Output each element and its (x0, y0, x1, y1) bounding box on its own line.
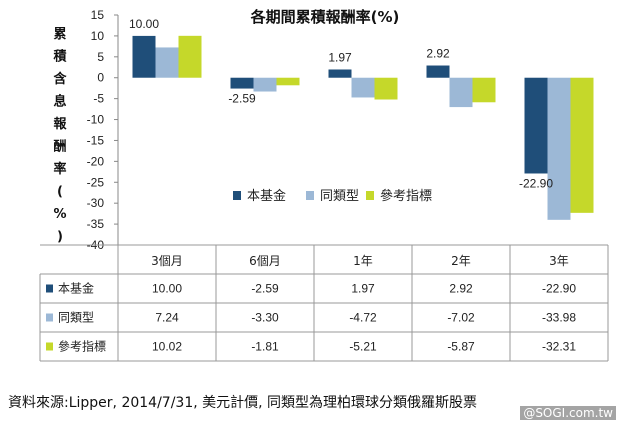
table-cell: -5.21 (349, 340, 377, 354)
table-cell: -2.59 (251, 282, 279, 296)
data-label: -2.59 (228, 92, 256, 106)
y-axis-label-char: 積 (52, 49, 67, 65)
y-tick-label: -15 (87, 133, 105, 147)
data-labels: 10.00 -2.59 1.97 2.92 -22.90 (129, 17, 553, 191)
y-axis-label-char: ( (57, 185, 63, 200)
table-row-swatch (46, 284, 53, 293)
y-axis-label-char: % (53, 207, 66, 222)
y-axis-label-char: 報 (53, 116, 67, 132)
table-cell: -3.30 (251, 311, 279, 325)
chart-title: 各期間累積報酬率(%) (250, 8, 400, 26)
y-axis-label-char: 含 (52, 71, 67, 87)
data-label: 10.00 (129, 17, 159, 31)
source-note: 資料來源:Lipper, 2014/7/31, 美元計價, 同類型為理柏環球分類… (8, 395, 478, 411)
y-tick-label: 15 (91, 8, 105, 22)
bar (449, 77, 473, 108)
table-cell: 10.02 (152, 340, 182, 354)
y-tick-label: 5 (97, 50, 104, 64)
legend-label: 參考指標 (380, 189, 432, 204)
category-label: 3個月 (151, 254, 183, 268)
watermark: @SOGI.com.tw (520, 406, 616, 420)
bars (132, 35, 594, 220)
bar (178, 35, 202, 78)
y-tick-label: -25 (87, 175, 105, 189)
y-axis-label-char: 率 (53, 161, 66, 177)
legend-swatch (366, 191, 374, 200)
y-tick-label: 0 (97, 71, 104, 85)
y-tick-label: 10 (91, 29, 105, 43)
bar (472, 77, 496, 103)
data-label: -22.90 (519, 176, 553, 190)
y-tick-label: -30 (87, 196, 105, 210)
y-axis-label-char: 息 (53, 94, 66, 110)
bar (328, 69, 352, 78)
data-label: 2.92 (426, 47, 450, 61)
table-cell: -33.98 (542, 311, 576, 325)
table-cell: -22.90 (542, 282, 576, 296)
table-row-swatch (46, 342, 53, 351)
bar (524, 77, 548, 174)
table-cell: 2.92 (449, 282, 473, 296)
bar (351, 77, 375, 98)
y-axis-label-char: 酬 (53, 140, 66, 155)
legend-label: 同類型 (320, 189, 359, 204)
table-cell: 1.97 (351, 282, 375, 296)
table-row-label: 參考指標 (58, 339, 106, 354)
table-row-swatch (46, 313, 53, 322)
table-cell: -5.87 (447, 340, 475, 354)
category-label: 3年 (549, 254, 569, 268)
table-cell: -4.72 (349, 311, 377, 325)
legend-label: 本基金 (247, 188, 286, 204)
bar (230, 77, 254, 89)
table-cell: 10.00 (152, 282, 182, 296)
table-cell: -7.02 (447, 311, 475, 325)
category-label: 2年 (451, 254, 471, 268)
data-label: 1.97 (328, 50, 352, 64)
table-row-label: 本基金 (58, 281, 94, 296)
y-tick-label: -20 (87, 154, 105, 168)
category-label: 1年 (353, 254, 373, 268)
bar (253, 77, 277, 92)
bar (570, 77, 594, 213)
bar (132, 35, 156, 78)
legend: 本基金 同類型 參考指標 (233, 188, 432, 204)
y-axis-label-char: 累 (53, 26, 66, 42)
legend-swatch (233, 191, 241, 200)
y-tick-label: -5 (93, 92, 104, 106)
table-cell: 7.24 (155, 311, 179, 325)
bar (155, 47, 179, 78)
table-cell: -32.31 (542, 340, 576, 354)
category-label: 6個月 (249, 254, 281, 268)
bar (276, 77, 300, 86)
table-cell: -1.81 (251, 340, 279, 354)
bar (426, 65, 450, 78)
y-axis-label-char: ) (57, 230, 63, 245)
legend-swatch (306, 191, 314, 200)
bar (374, 77, 398, 100)
y-tick-label: -10 (87, 113, 105, 127)
table-row-label: 同類型 (58, 311, 94, 325)
y-tick-label: -35 (87, 217, 105, 231)
bar (547, 77, 571, 220)
